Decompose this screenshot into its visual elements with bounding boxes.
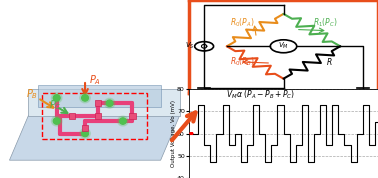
Circle shape (106, 100, 113, 106)
Circle shape (82, 95, 88, 101)
Circle shape (53, 95, 60, 101)
Text: $V_S$: $V_S$ (185, 41, 195, 51)
Polygon shape (9, 116, 180, 160)
Text: $P_B$: $P_B$ (26, 87, 39, 101)
Polygon shape (38, 85, 161, 107)
Circle shape (118, 116, 128, 126)
Circle shape (104, 98, 115, 108)
FancyBboxPatch shape (129, 113, 135, 119)
Circle shape (53, 118, 60, 124)
Text: $R_0(P_B)$: $R_0(P_B)$ (229, 56, 254, 68)
Circle shape (119, 118, 126, 124)
Text: $P_C$: $P_C$ (49, 98, 62, 112)
FancyBboxPatch shape (95, 113, 101, 119)
Text: $R$: $R$ (325, 56, 332, 67)
Text: $P_A$: $P_A$ (89, 73, 101, 87)
Text: $V_M$: $V_M$ (278, 41, 289, 51)
Text: $V_M \alpha\ (P_A - P_B + P_C)$: $V_M \alpha\ (P_A - P_B + P_C)$ (226, 89, 295, 101)
Polygon shape (28, 89, 180, 116)
Circle shape (51, 93, 62, 103)
Circle shape (82, 130, 88, 137)
Circle shape (80, 129, 90, 138)
Text: $R_0(P_A)$: $R_0(P_A)$ (229, 17, 254, 29)
FancyBboxPatch shape (69, 113, 75, 119)
FancyBboxPatch shape (82, 125, 88, 131)
Circle shape (80, 93, 90, 103)
Y-axis label: Output Voltage, Vo (mV): Output Voltage, Vo (mV) (170, 100, 175, 167)
Text: $R_1(P_C)$: $R_1(P_C)$ (313, 17, 338, 29)
Circle shape (51, 116, 62, 126)
FancyBboxPatch shape (95, 100, 101, 106)
